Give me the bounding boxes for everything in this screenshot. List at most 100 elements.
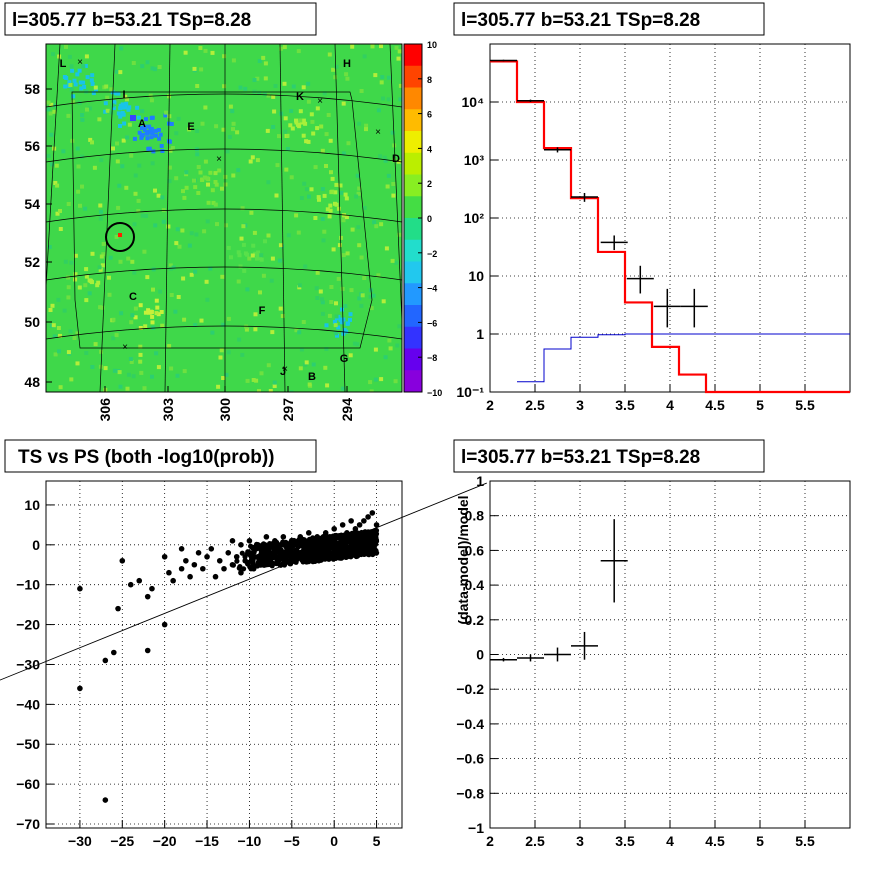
- map-pixel: [301, 320, 306, 324]
- map-pixel: [359, 89, 364, 93]
- map-pixel: [103, 366, 108, 371]
- map-pixel: [320, 187, 325, 191]
- map-pixel: [272, 384, 277, 388]
- map-pixel: [99, 349, 103, 354]
- map-pixel: [115, 141, 119, 146]
- map-pixel-cluster: [83, 64, 88, 68]
- map-pixel-cluster: [82, 85, 87, 89]
- map-pixel: [226, 350, 231, 355]
- map-pixel: [369, 306, 374, 311]
- map-pixel: [80, 117, 85, 122]
- map-pixel: [192, 178, 196, 183]
- map-pixel: [386, 75, 391, 80]
- map-pixel-cluster: [193, 185, 198, 190]
- residual-y-tick-label: 0: [476, 647, 484, 663]
- scatter-point: [238, 542, 244, 548]
- map-pixel: [90, 365, 95, 369]
- map-pixel: [334, 314, 339, 319]
- map-pixel: [278, 243, 283, 248]
- map-cold-pixel: [130, 115, 136, 121]
- map-pixel: [357, 121, 362, 126]
- map-pixel: [101, 242, 106, 246]
- map-pixel: [208, 266, 213, 271]
- scatter-cloud-point: [272, 546, 278, 552]
- map-pixel-cluster: [112, 100, 116, 105]
- map-pixel: [97, 117, 102, 122]
- map-pixel: [398, 97, 402, 102]
- map-pixel: [183, 50, 188, 55]
- map-pixel: [90, 251, 95, 256]
- map-pixel: [92, 165, 97, 170]
- map-pixel: [75, 146, 80, 151]
- residual-x-tick-label: 4: [666, 833, 674, 849]
- map-pixel: [98, 305, 103, 310]
- map-pixel: [282, 81, 287, 86]
- map-pixel: [371, 293, 376, 298]
- map-pixel: [142, 249, 147, 254]
- map-pixel: [284, 167, 289, 172]
- map-pixel: [182, 369, 187, 374]
- map-pixel-cluster: [348, 317, 352, 322]
- scatter-point: [208, 546, 215, 552]
- scatter-point: [263, 546, 270, 552]
- map-pixel-cluster: [341, 317, 346, 322]
- scatter-x-tick-label: −10: [238, 833, 262, 849]
- map-pixel-cluster: [348, 312, 353, 317]
- map-pixel: [329, 170, 333, 175]
- map-title-box: [4, 2, 317, 36]
- map-pixel: [220, 274, 225, 279]
- map-pixel: [324, 132, 329, 137]
- scatter-x-tick-label: 0: [330, 833, 338, 849]
- map-pixel: [152, 67, 157, 72]
- map-pixel: [56, 326, 61, 330]
- map-pixel-cluster: [70, 68, 75, 73]
- map-pixel: [195, 84, 200, 88]
- map-y-tick-label: 52: [24, 254, 40, 270]
- map-pixel: [390, 258, 395, 263]
- map-pixel: [133, 306, 138, 311]
- map-pixel-cluster: [196, 191, 201, 195]
- scatter-cloud-point: [345, 539, 351, 545]
- map-pixel-cluster: [77, 285, 82, 290]
- map-pixel: [266, 180, 271, 185]
- map-pixel: [137, 163, 142, 168]
- map-pixel-cluster: [150, 131, 155, 135]
- map-pixel-cluster: [290, 126, 295, 131]
- scatter-cloud-point: [269, 563, 275, 569]
- map-hot-pixel: [118, 233, 122, 237]
- scatter-point: [200, 565, 206, 572]
- scatter-cloud-point: [262, 555, 269, 561]
- map-pixel-cluster: [90, 73, 95, 78]
- scatter-point: [314, 553, 321, 560]
- scatter-point: [297, 534, 304, 540]
- map-pixel: [160, 195, 165, 200]
- scatter-point: [356, 522, 363, 528]
- residual-x-tick-label: 2.5: [525, 833, 545, 849]
- map-pixel: [297, 330, 302, 335]
- scatter-point: [310, 542, 316, 548]
- map-pixel: [70, 138, 75, 143]
- map-pixel: [262, 91, 267, 96]
- map-pixel: [142, 386, 147, 391]
- map-pixel-cluster: [213, 180, 218, 184]
- map-pixel: [200, 121, 205, 126]
- map-pixel: [259, 371, 264, 376]
- map-pixel-cluster: [71, 94, 76, 99]
- scatter-point: [314, 534, 321, 540]
- map-pixel: [176, 116, 181, 121]
- map-pixel: [129, 153, 134, 158]
- map-pixel: [54, 163, 59, 168]
- scatter-x-tick-label: −30: [68, 833, 92, 849]
- map-pixel: [321, 238, 326, 243]
- scatter-point: [305, 546, 312, 552]
- colorbar-segment: [404, 239, 422, 262]
- map-pixel: [118, 70, 123, 75]
- map-pixel-cluster: [237, 253, 242, 258]
- map-pixel-cluster: [114, 91, 119, 96]
- residual-y-tick-label: −0.2: [456, 681, 484, 697]
- map-pixel: [52, 109, 57, 114]
- map-pixel: [51, 323, 56, 328]
- map-pixel: [175, 373, 180, 378]
- map-pixel: [226, 316, 231, 321]
- map-pixel: [357, 186, 362, 191]
